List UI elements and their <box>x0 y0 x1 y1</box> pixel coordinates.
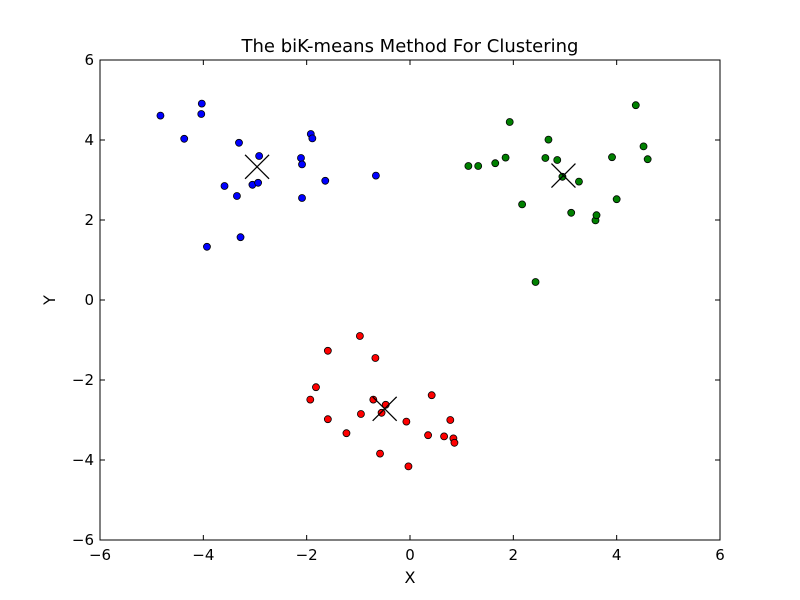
centroid-stroke <box>244 154 270 180</box>
data-point <box>255 152 264 160</box>
y-tick-label: 6 <box>84 51 94 69</box>
y-tick-label: 0 <box>84 291 94 309</box>
data-point <box>544 135 553 144</box>
data-point <box>371 354 380 362</box>
y-tick-label: −2 <box>72 371 94 389</box>
data-point <box>197 99 206 108</box>
data-point <box>376 449 384 458</box>
data-point <box>402 417 411 426</box>
x-tick-label: −4 <box>192 546 214 564</box>
data-point <box>312 383 320 392</box>
data-point <box>197 110 206 118</box>
data-point <box>342 429 351 438</box>
centroid-stroke <box>550 163 576 189</box>
data-point <box>592 211 601 220</box>
x-tick-label: 0 <box>405 546 415 564</box>
data-point <box>639 142 648 151</box>
x-tick-label: −2 <box>296 546 318 564</box>
data-point <box>505 118 514 126</box>
data-point <box>235 138 243 147</box>
series-0 <box>156 99 380 251</box>
data-point <box>371 171 380 180</box>
data-point <box>233 192 241 200</box>
data-point <box>308 134 317 143</box>
y-tick-label: −4 <box>72 451 94 469</box>
data-point <box>501 153 510 162</box>
centroid-marker <box>244 154 270 180</box>
data-point <box>306 395 315 404</box>
data-point <box>220 182 229 190</box>
data-point <box>567 208 576 217</box>
data-point <box>450 438 459 447</box>
centroid-stroke <box>372 396 398 422</box>
data-point <box>180 134 189 143</box>
data-point <box>369 395 378 404</box>
data-point <box>612 195 621 204</box>
chart-title: The biK-means Method For Clustering <box>241 36 579 57</box>
data-point <box>631 101 640 110</box>
data-point <box>575 177 583 186</box>
data-point <box>440 432 449 441</box>
data-point <box>298 194 306 202</box>
x-axis-label: X <box>405 568 416 587</box>
data-point <box>643 155 652 164</box>
data-point <box>321 176 330 185</box>
data-point <box>608 153 616 162</box>
centroid-marker <box>372 396 398 422</box>
data-point <box>236 233 245 242</box>
data-point <box>203 242 211 251</box>
data-point <box>531 278 540 286</box>
y-axis-label: Y <box>40 295 59 306</box>
data-point <box>323 346 332 355</box>
data-point <box>323 415 332 424</box>
data-point <box>427 391 436 400</box>
data-point <box>541 154 550 162</box>
data-point <box>355 332 364 340</box>
centroids <box>244 154 576 422</box>
data-point <box>464 162 473 170</box>
data-point <box>424 431 432 440</box>
x-tick-label: 2 <box>509 546 519 564</box>
x-tick-label: 4 <box>612 546 622 564</box>
data-point <box>156 111 165 120</box>
y-tick-label: 2 <box>84 211 94 229</box>
plot-area <box>156 99 652 471</box>
x-tick-label: 6 <box>715 546 725 564</box>
data-point <box>297 154 305 162</box>
data-point <box>518 200 527 209</box>
data-point <box>474 162 483 170</box>
data-point <box>446 416 455 424</box>
x-tick-label: −6 <box>89 546 111 564</box>
data-point <box>553 156 562 164</box>
data-point <box>404 462 413 471</box>
data-point <box>491 159 500 168</box>
series-1 <box>464 101 652 286</box>
y-tick-label: −6 <box>72 531 94 549</box>
data-point <box>298 160 306 169</box>
data-point <box>357 410 365 418</box>
data-point <box>254 178 263 187</box>
centroid-marker <box>550 163 576 189</box>
y-tick-label: 4 <box>84 131 94 149</box>
axis-ticks: −6 −4 −2 0 2 4 6 −6 −4 −2 0 2 4 6 <box>72 51 725 564</box>
